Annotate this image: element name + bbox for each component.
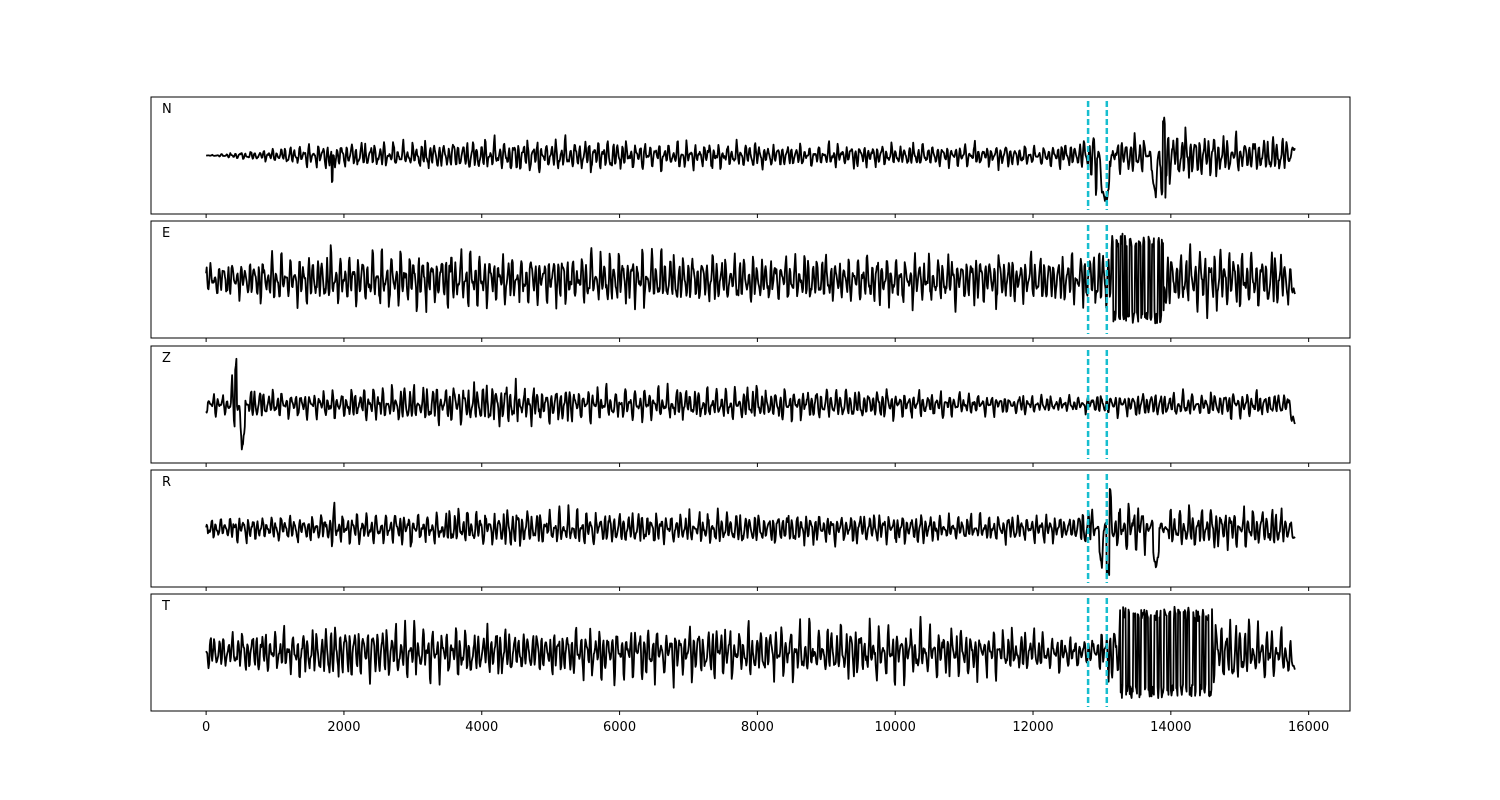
panel-label: Z: [162, 351, 171, 366]
trace-line-e: [205, 232, 1296, 325]
x-tick-label: 12000: [1012, 720, 1053, 735]
trace-line-t: [205, 605, 1296, 699]
x-axis: 0 2000 4000 6000 8000 10000 12000 14000 16000: [202, 720, 1329, 735]
trace-line-n: [205, 116, 1296, 202]
x-tick-label: 14000: [1150, 720, 1191, 735]
panel-r: R: [150, 469, 1351, 591]
x-tick-label: 10000: [875, 720, 916, 735]
panel-t: T: [150, 593, 1351, 715]
panel-frame: [150, 96, 1351, 215]
panel-frame: [150, 469, 1351, 588]
trace-line-z: [205, 357, 1296, 451]
panel-label: E: [162, 226, 170, 241]
trace-line-r: [205, 488, 1296, 580]
x-tick-label: 2000: [327, 720, 360, 735]
panel-label: N: [162, 102, 172, 117]
panel-frame: [150, 220, 1351, 339]
trace-panels: N E Z R T: [150, 96, 1351, 715]
x-tick-label: 6000: [603, 720, 636, 735]
panel-frame: [150, 345, 1351, 464]
x-tick-label: 0: [202, 720, 210, 735]
x-tick-label: 8000: [741, 720, 774, 735]
x-tick-label: 16000: [1288, 720, 1329, 735]
panel-label: R: [162, 475, 171, 490]
panel-e: E: [150, 220, 1351, 342]
x-tick-label: 4000: [465, 720, 498, 735]
panel-label: T: [161, 599, 170, 614]
panel-frame: [150, 593, 1351, 712]
panel-z: Z: [150, 345, 1351, 467]
panel-n: N: [150, 96, 1351, 218]
